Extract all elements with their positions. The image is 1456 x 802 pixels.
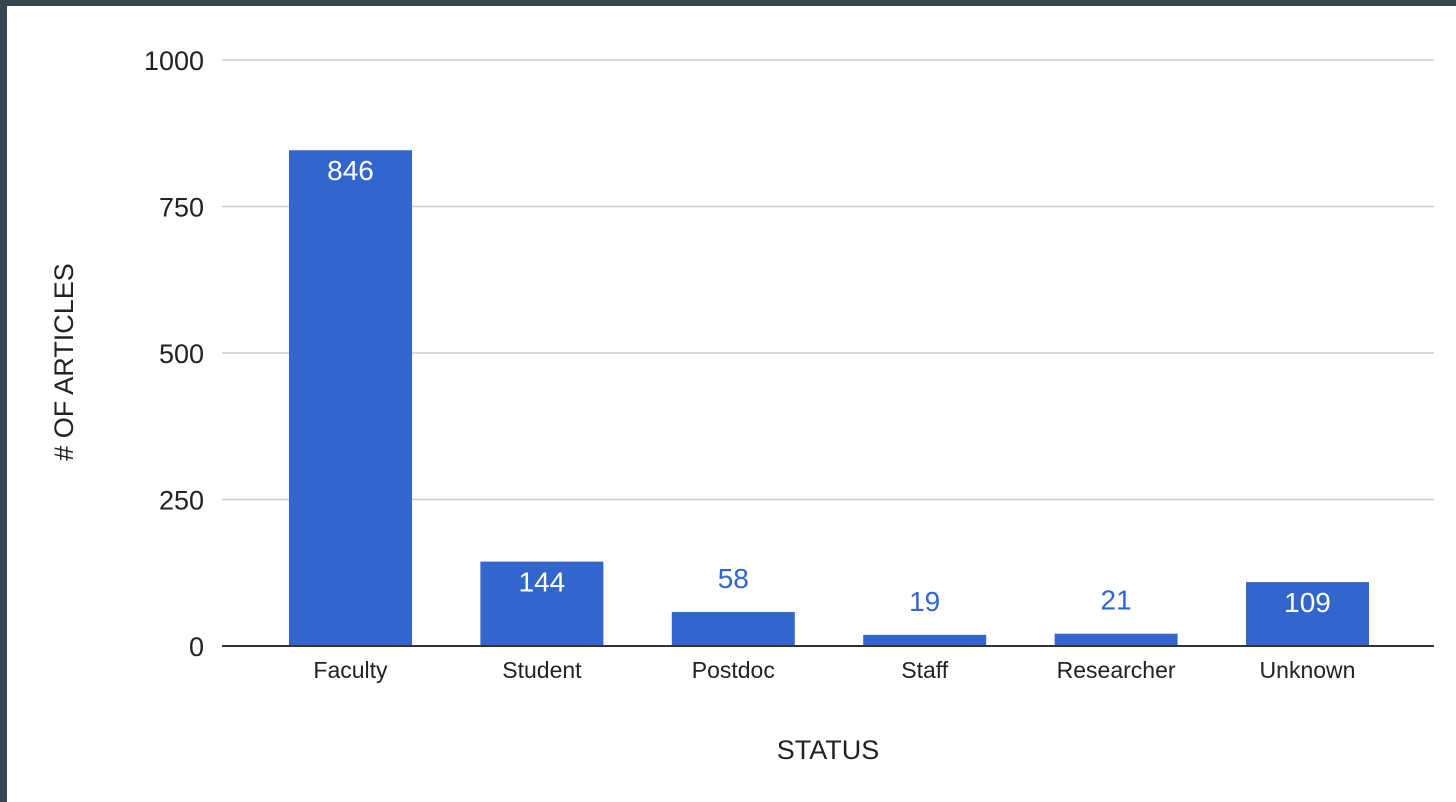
bar-postdoc [671, 612, 795, 646]
y-axis-title: # OF ARTICLES [49, 263, 79, 461]
y-tick-label: 750 [159, 193, 204, 223]
x-tick-label: Staff [901, 657, 948, 683]
bars: 846 144 58 19 21 109 [289, 150, 1369, 646]
data-label-postdoc: 58 [718, 563, 749, 594]
bar-student [480, 561, 604, 646]
bar-staff [863, 634, 987, 646]
data-label-unknown: 109 [1284, 587, 1331, 618]
y-tick-label: 1000 [144, 46, 204, 76]
y-tick-label: 500 [159, 339, 204, 369]
bar-faculty [289, 150, 412, 646]
data-label-researcher: 21 [1101, 585, 1132, 616]
y-tick-label: 250 [159, 486, 204, 516]
x-tick-label: Student [502, 657, 582, 683]
x-axis-title: STATUS [777, 735, 880, 765]
gridlines [222, 59, 1434, 501]
bar-unknown [1246, 582, 1369, 646]
data-label-faculty: 846 [327, 155, 374, 186]
x-axis-ticks: Faculty Student Postdoc Staff Researcher Unkn… [313, 657, 1355, 683]
x-tick-label: Researcher [1057, 657, 1176, 683]
x-tick-label: Postdoc [692, 657, 775, 683]
x-tick-label: Unknown [1260, 657, 1356, 683]
bar-researcher [1054, 633, 1178, 646]
data-label-staff: 19 [909, 586, 940, 617]
y-axis-ticks: 0 250 500 750 1000 [144, 46, 204, 662]
y-tick-label: 0 [189, 632, 204, 662]
data-label-student: 144 [519, 567, 566, 598]
chart-background [7, 6, 1456, 802]
x-tick-label: Faculty [313, 657, 388, 683]
